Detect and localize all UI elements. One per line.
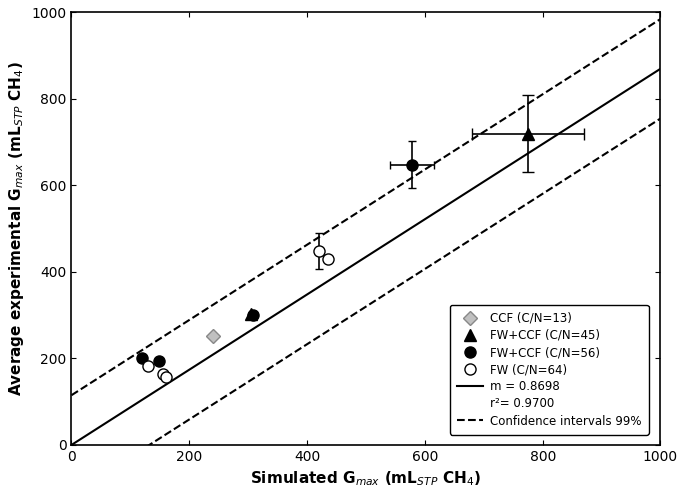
X-axis label: Simulated G$_{max}$ (mL$_{STP}$ CH$_4$): Simulated G$_{max}$ (mL$_{STP}$ CH$_4$) [251,469,482,488]
Legend: CCF (C/N=13), FW+CCF (C/N=45), FW+CCF (C/N=56), FW (C/N=64), m = 0.8698, r²= 0.9: CCF (C/N=13), FW+CCF (C/N=45), FW+CCF (C… [450,305,649,435]
Y-axis label: Average experimental G$_{max}$ (mL$_{STP}$ CH$_4$): Average experimental G$_{max}$ (mL$_{STP… [7,61,26,396]
